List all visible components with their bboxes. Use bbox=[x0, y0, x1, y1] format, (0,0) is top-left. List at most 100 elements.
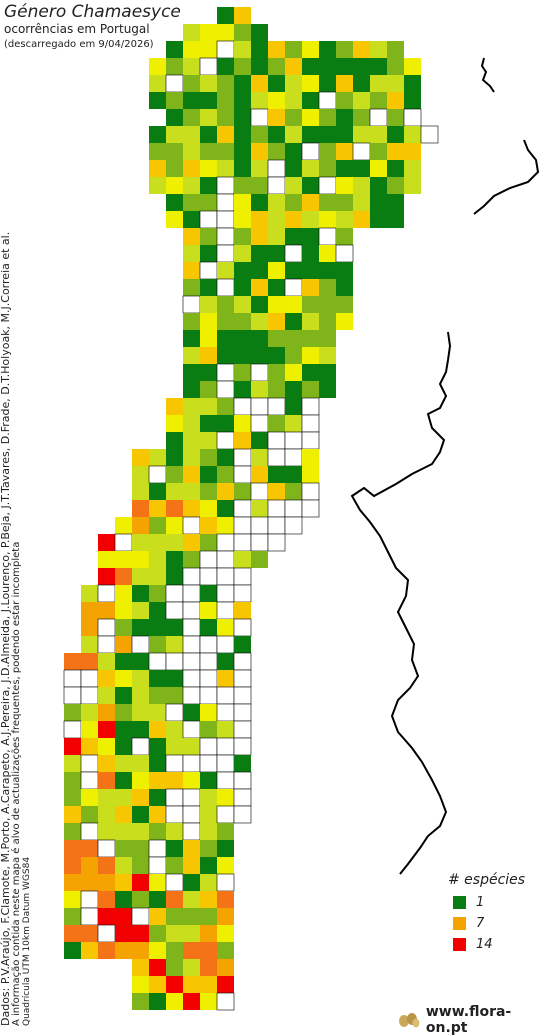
grid-cell bbox=[115, 670, 132, 687]
grid-cell bbox=[148, 465, 167, 484]
seed-pods-logo-icon bbox=[398, 1013, 420, 1028]
grid-cell bbox=[149, 126, 166, 143]
grid-cell bbox=[251, 228, 268, 245]
grid-cell bbox=[250, 414, 269, 433]
grid-cell bbox=[250, 516, 269, 535]
grid-cell bbox=[199, 754, 218, 773]
grid-cell bbox=[233, 567, 252, 586]
grid-cell bbox=[268, 92, 285, 109]
grid-cell bbox=[64, 840, 81, 857]
grid-cell bbox=[285, 41, 302, 58]
grid-cell bbox=[302, 211, 319, 228]
grid-cell bbox=[284, 431, 303, 450]
grid-cell bbox=[353, 75, 370, 92]
grid-cell bbox=[200, 313, 217, 330]
grid-cell bbox=[285, 211, 302, 228]
grid-cell bbox=[200, 415, 217, 432]
grid-cell bbox=[166, 738, 183, 755]
grid-cell bbox=[200, 925, 217, 942]
grid-cell bbox=[217, 296, 234, 313]
grid-cell bbox=[387, 126, 404, 143]
grid-cell bbox=[217, 823, 234, 840]
grid-cell bbox=[217, 92, 234, 109]
grid-cell bbox=[216, 227, 235, 246]
grid-cell bbox=[166, 466, 183, 483]
grid-cell bbox=[302, 245, 319, 262]
grid-cell bbox=[268, 313, 285, 330]
grid-cell bbox=[200, 857, 217, 874]
grid-cell bbox=[166, 993, 183, 1010]
grid-cell bbox=[199, 261, 218, 280]
grid-cell bbox=[268, 245, 285, 262]
grid-cell bbox=[115, 704, 132, 721]
grid-cell bbox=[370, 58, 387, 75]
grid-cell bbox=[200, 517, 217, 534]
grid-cell bbox=[216, 873, 235, 892]
grid-cell bbox=[336, 296, 353, 313]
grid-cell bbox=[199, 686, 218, 705]
grid-cell bbox=[149, 891, 166, 908]
grid-cell bbox=[98, 738, 115, 755]
legend-label: 14 bbox=[476, 937, 493, 952]
grid-cell bbox=[216, 635, 235, 654]
grid-cell bbox=[268, 41, 285, 58]
grid-cell bbox=[166, 908, 183, 925]
grid-cell bbox=[115, 823, 132, 840]
grid-cell bbox=[149, 619, 166, 636]
grid-cell bbox=[182, 295, 201, 314]
grid-cell bbox=[387, 160, 404, 177]
grid-cell bbox=[200, 330, 217, 347]
grid-cell bbox=[251, 41, 268, 58]
grid-cell bbox=[216, 533, 235, 552]
grid-cell bbox=[233, 805, 252, 824]
grid-cell bbox=[216, 40, 235, 59]
grid-cell bbox=[250, 108, 269, 127]
grid-cell bbox=[267, 499, 286, 518]
grid-cell bbox=[182, 567, 201, 586]
grid-cell bbox=[285, 126, 302, 143]
grid-cell bbox=[404, 160, 421, 177]
grid-cell bbox=[64, 874, 81, 891]
grid-cell bbox=[80, 669, 99, 688]
flora-on-logo-link[interactable]: www.flora-on.pt bbox=[398, 1004, 552, 1036]
grid-cell bbox=[234, 313, 251, 330]
legend-swatch bbox=[453, 917, 466, 930]
grid-cell bbox=[285, 194, 302, 211]
grid-cell bbox=[285, 228, 302, 245]
grid-cell bbox=[267, 533, 286, 552]
grid-cell bbox=[98, 823, 115, 840]
grid-cell bbox=[251, 296, 268, 313]
grid-cell bbox=[200, 704, 217, 721]
grid-cell bbox=[319, 347, 336, 364]
grid-cell bbox=[200, 245, 217, 262]
grid-cell bbox=[98, 806, 115, 823]
grid-cell bbox=[149, 772, 166, 789]
grid-cell bbox=[149, 823, 166, 840]
grid-cell bbox=[149, 738, 166, 755]
grid-cell bbox=[132, 653, 149, 670]
grid-cell bbox=[183, 58, 200, 75]
grid-cell bbox=[200, 466, 217, 483]
grid-cell bbox=[132, 721, 149, 738]
grid-cell bbox=[98, 687, 115, 704]
grid-cell bbox=[63, 720, 82, 739]
grid-cell bbox=[199, 635, 218, 654]
grid-cell bbox=[165, 584, 184, 603]
grid-cell bbox=[115, 840, 132, 857]
grid-cell bbox=[318, 227, 337, 246]
grid-cell bbox=[183, 500, 200, 517]
grid-cell bbox=[64, 891, 81, 908]
grid-cell bbox=[353, 211, 370, 228]
grid-cell bbox=[217, 721, 234, 738]
grid-cell bbox=[216, 601, 235, 620]
grid-cell bbox=[284, 516, 303, 535]
grid-cell bbox=[98, 908, 115, 925]
grid-cell bbox=[233, 397, 252, 416]
grid-cell bbox=[285, 415, 302, 432]
grid-cell bbox=[200, 908, 217, 925]
grid-cell bbox=[353, 126, 370, 143]
grid-cell bbox=[234, 415, 251, 432]
grid-cell bbox=[183, 840, 200, 857]
grid-cell bbox=[336, 41, 353, 58]
grid-cell bbox=[132, 670, 149, 687]
